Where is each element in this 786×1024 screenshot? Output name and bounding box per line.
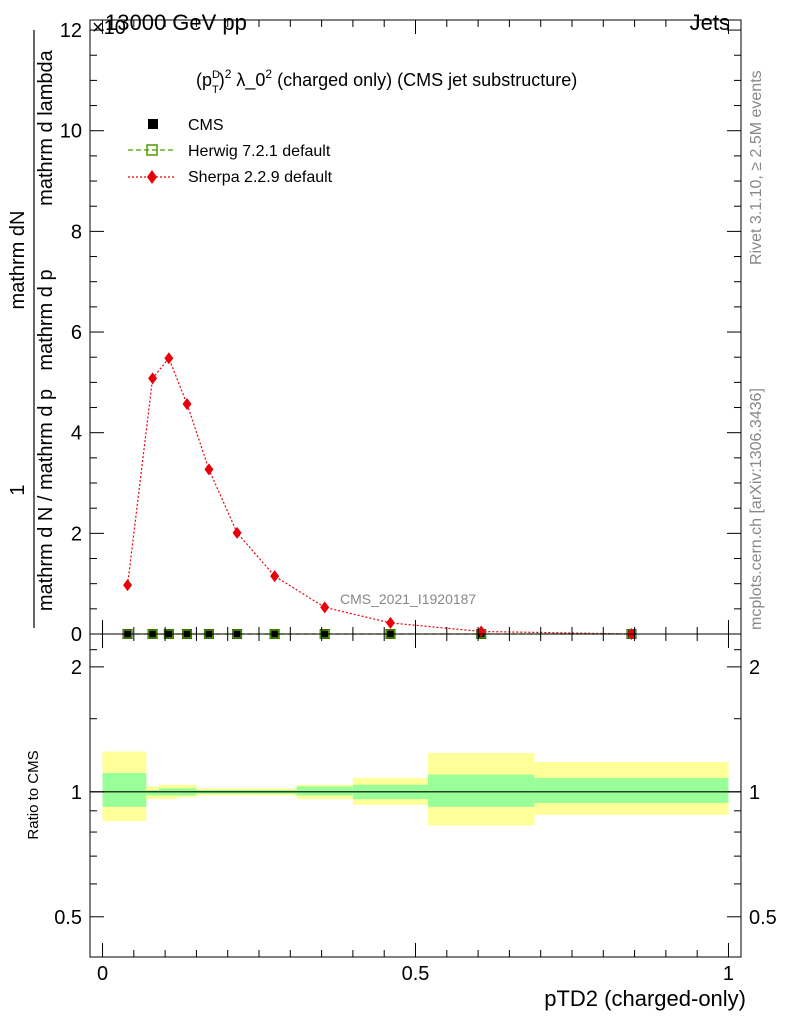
legend-sherpa-label: Sherpa 2.2.9 default xyxy=(188,169,333,186)
x-axis-label: pTD2 (charged-only) xyxy=(544,986,746,1011)
sherpa-data-point xyxy=(320,601,330,614)
legend-herwig-label: Herwig 7.2.1 default xyxy=(188,143,331,160)
main-y-tick-label: 2 xyxy=(71,523,82,545)
svg-text:mathrm d lambda: mathrm d lambda xyxy=(35,49,57,205)
ratio-y-tick-label-right: 0.5 xyxy=(749,907,777,929)
main-y-tick-label: 8 xyxy=(71,221,82,243)
main-y-tick-label: 4 xyxy=(71,423,82,445)
mcplots-label: mcplots.cern.ch [arXiv:1306.3436] xyxy=(748,388,765,630)
x-tick-label: 0.5 xyxy=(402,963,430,985)
legend-sherpa-marker xyxy=(147,170,157,184)
legend-cms-marker xyxy=(148,119,158,129)
legend-cms-label: CMS xyxy=(188,117,224,134)
main-y-tick-label: 6 xyxy=(71,322,82,344)
ratio-inner-band-9 xyxy=(428,774,535,807)
rivet-version-label: Rivet 3.1.10, ≥ 2.5M events xyxy=(748,70,765,265)
svg-text:1: 1 xyxy=(7,484,29,495)
sherpa-data-point xyxy=(123,579,133,592)
svg-text:mathrm dN: mathrm dN xyxy=(7,211,29,310)
ratio-y-ticks: 0.5 0.5 1 1 2 2 xyxy=(54,649,777,929)
sherpa-data-point xyxy=(204,463,214,476)
legend-herwig-marker xyxy=(146,144,158,156)
sherpa-data-point xyxy=(148,372,158,385)
ratio-inner-band-1 xyxy=(146,790,159,796)
collision-energy-title: 13000 GeV pp xyxy=(105,10,247,35)
main-y-tick-label: 12 xyxy=(60,20,82,42)
x-axis-ticks: 0 0.5 1 xyxy=(97,20,734,985)
svg-text:mathrm d N / mathrm d p: mathrm d N / mathrm d p xyxy=(35,389,57,611)
process-title: Jets xyxy=(690,10,730,35)
sherpa-data-point xyxy=(164,352,174,365)
y-axis-label: mathrm dN 1 mathrm d lambda mathrm d N /… xyxy=(7,30,57,628)
ratio-y-tick-label-right: 2 xyxy=(749,657,760,679)
main-frame-box xyxy=(89,19,742,635)
sherpa-data-point xyxy=(182,398,192,411)
exponent-label: ×10 xyxy=(92,17,126,39)
sherpa-data-point xyxy=(385,616,395,629)
legend: CMS Herwig 7.2.1 default Sherpa 2.2.9 de… xyxy=(128,117,333,186)
ratio-y-tick-label-left: 0.5 xyxy=(54,907,82,929)
main-plot-frame xyxy=(89,19,742,635)
ratio-y-tick-label-left: 2 xyxy=(71,657,82,679)
ratio-uncertainty-bands xyxy=(90,751,741,826)
sherpa-data-point xyxy=(270,570,280,583)
sherpa-data-point xyxy=(232,526,242,539)
main-y-tick-label: 10 xyxy=(60,121,82,143)
x-tick-label: 0 xyxy=(97,963,108,985)
main-y-tick-label: 0 xyxy=(71,624,82,646)
ratio-inner-band-7 xyxy=(296,786,353,796)
ratio-inner-band-0 xyxy=(102,773,147,807)
x-tick-label: 1 xyxy=(723,963,734,985)
plot-title: (pD T)2 λ_02 (charged only) (CMS jet subs… xyxy=(196,67,577,96)
ratio-axis-label: Ratio to CMS xyxy=(25,750,42,839)
ratio-y-tick-label-right: 1 xyxy=(749,782,760,804)
ratio-y-tick-label-left: 1 xyxy=(71,782,82,804)
svg-text:mathrm d p: mathrm d p xyxy=(35,269,57,370)
main-y-ticks: 0 2 4 6 8 10 12 xyxy=(60,20,741,646)
ratio-inner-band-10 xyxy=(534,777,729,803)
analysis-watermark: CMS_2021_I1920187 xyxy=(340,591,476,607)
